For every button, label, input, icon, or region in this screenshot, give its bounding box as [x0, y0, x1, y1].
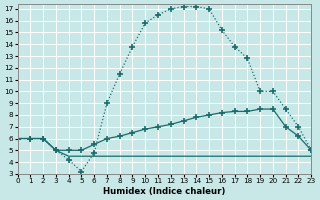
X-axis label: Humidex (Indice chaleur): Humidex (Indice chaleur): [103, 187, 226, 196]
